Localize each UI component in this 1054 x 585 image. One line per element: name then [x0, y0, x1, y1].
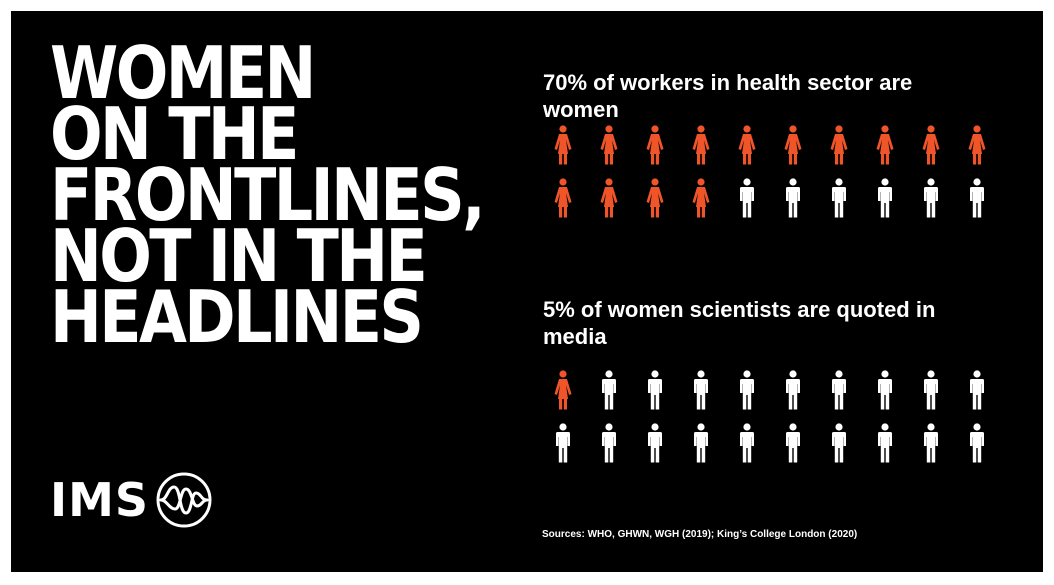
man-icon: [540, 423, 586, 476]
man-icon: [724, 370, 770, 423]
man-icon: [908, 178, 954, 231]
stat-title-health-workers: 70% of workers in health sector are wome…: [543, 70, 913, 122]
woman-icon: [586, 125, 632, 178]
woman-icon: [678, 178, 724, 231]
man-icon: [586, 423, 632, 476]
woman-icon: [540, 178, 586, 231]
woman-icon: [540, 370, 586, 423]
logo-text: IMS: [50, 473, 150, 527]
man-icon: [678, 370, 724, 423]
ims-logo: IMS: [50, 470, 213, 530]
man-icon: [862, 178, 908, 231]
woman-icon: [908, 125, 954, 178]
infographic-panel: [11, 11, 1043, 572]
headline-line: FRONTLINES,: [50, 153, 486, 237]
man-icon: [724, 178, 770, 231]
man-icon: [862, 423, 908, 476]
man-icon: [816, 423, 862, 476]
pictogram-women-scientists: [540, 370, 1000, 476]
woman-icon: [862, 125, 908, 178]
woman-icon: [770, 125, 816, 178]
man-icon: [770, 423, 816, 476]
headline-line: WOMEN: [50, 31, 316, 115]
man-icon: [586, 370, 632, 423]
pictogram-health-workers: [540, 125, 1000, 231]
headline: WOMEN ON THE FRONTLINES, NOT IN THE HEAD…: [50, 31, 486, 359]
man-icon: [770, 370, 816, 423]
woman-icon: [632, 178, 678, 231]
man-icon: [862, 370, 908, 423]
headline-line: NOT IN THE: [50, 214, 428, 298]
woman-icon: [954, 125, 1000, 178]
man-icon: [724, 423, 770, 476]
sources-note: Sources: WHO, GHWN, WGH (2019); King’s C…: [542, 529, 858, 540]
stat-title-women-scientists: 5% of women scientists are quoted in med…: [543, 297, 936, 349]
man-icon: [908, 423, 954, 476]
headline-line: HEADLINES: [50, 275, 424, 359]
woman-icon: [816, 125, 862, 178]
man-icon: [954, 178, 1000, 231]
woman-icon: [678, 125, 724, 178]
woman-icon: [632, 125, 678, 178]
woman-icon: [724, 125, 770, 178]
man-icon: [770, 178, 816, 231]
wave-circle-icon: [156, 472, 212, 528]
man-icon: [816, 178, 862, 231]
woman-icon: [586, 178, 632, 231]
man-icon: [908, 370, 954, 423]
man-icon: [954, 370, 1000, 423]
man-icon: [816, 370, 862, 423]
man-icon: [632, 423, 678, 476]
woman-icon: [540, 125, 586, 178]
man-icon: [632, 370, 678, 423]
headline-line: ON THE: [50, 92, 299, 176]
man-icon: [678, 423, 724, 476]
man-icon: [954, 423, 1000, 476]
